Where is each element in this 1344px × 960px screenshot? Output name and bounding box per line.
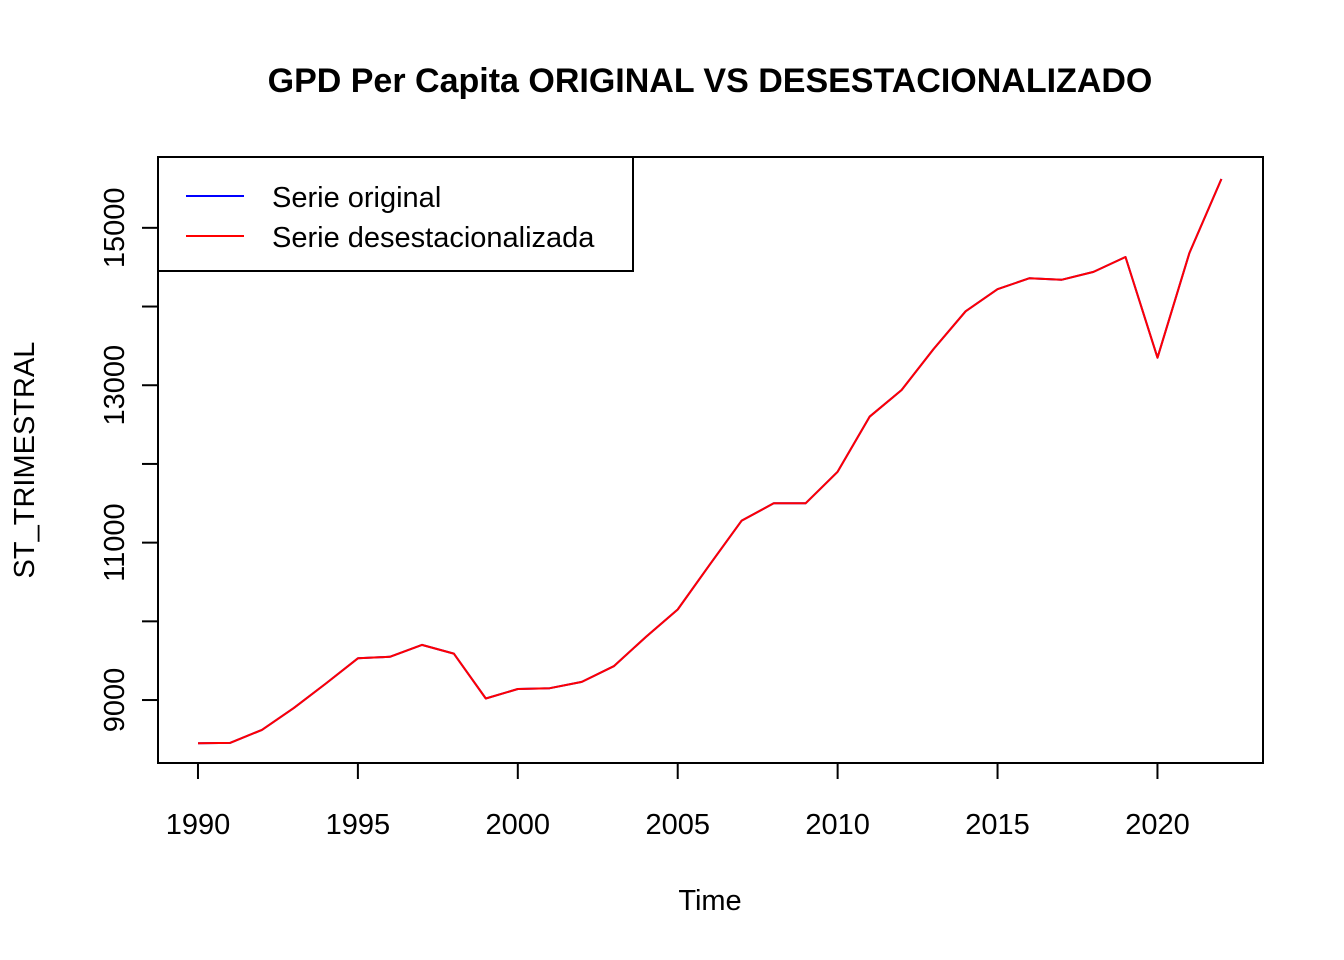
- legend-label-desestacionalizada: Serie desestacionalizada: [272, 222, 595, 254]
- chart-title: GPD Per Capita ORIGINAL VS DESESTACIONAL…: [268, 62, 1153, 100]
- x-tick-label-1995: 1995: [326, 809, 391, 841]
- x-tick-label-2020: 2020: [1125, 809, 1190, 841]
- y-axis: 9000 11000 13000 15000: [99, 188, 159, 733]
- x-tick-label-2000: 2000: [486, 809, 551, 841]
- legend-label-original: Serie original: [272, 182, 441, 214]
- y-tick-label-9000: 9000: [99, 668, 131, 733]
- y-tick-label-11000: 11000: [99, 503, 131, 582]
- x-tick-label-1990: 1990: [166, 809, 231, 841]
- series-layer: [197, 178, 1223, 745]
- legend-box: [157, 156, 634, 272]
- legend: Serie original Serie desestacionalizada: [157, 156, 634, 272]
- y-axis-label: ST_TRIMESTRAL: [9, 342, 41, 579]
- x-tick-label-2015: 2015: [965, 809, 1030, 841]
- x-tick-label-2010: 2010: [805, 809, 870, 841]
- series-line-1: [197, 178, 1223, 745]
- y-tick-label-15000: 15000: [99, 188, 131, 269]
- y-tick-label-13000: 13000: [99, 345, 131, 426]
- x-axis: 1990 1995 2000 2005 2010 2015 2020: [166, 762, 1190, 841]
- x-axis-label: Time: [678, 885, 741, 917]
- x-tick-label-2005: 2005: [645, 809, 710, 841]
